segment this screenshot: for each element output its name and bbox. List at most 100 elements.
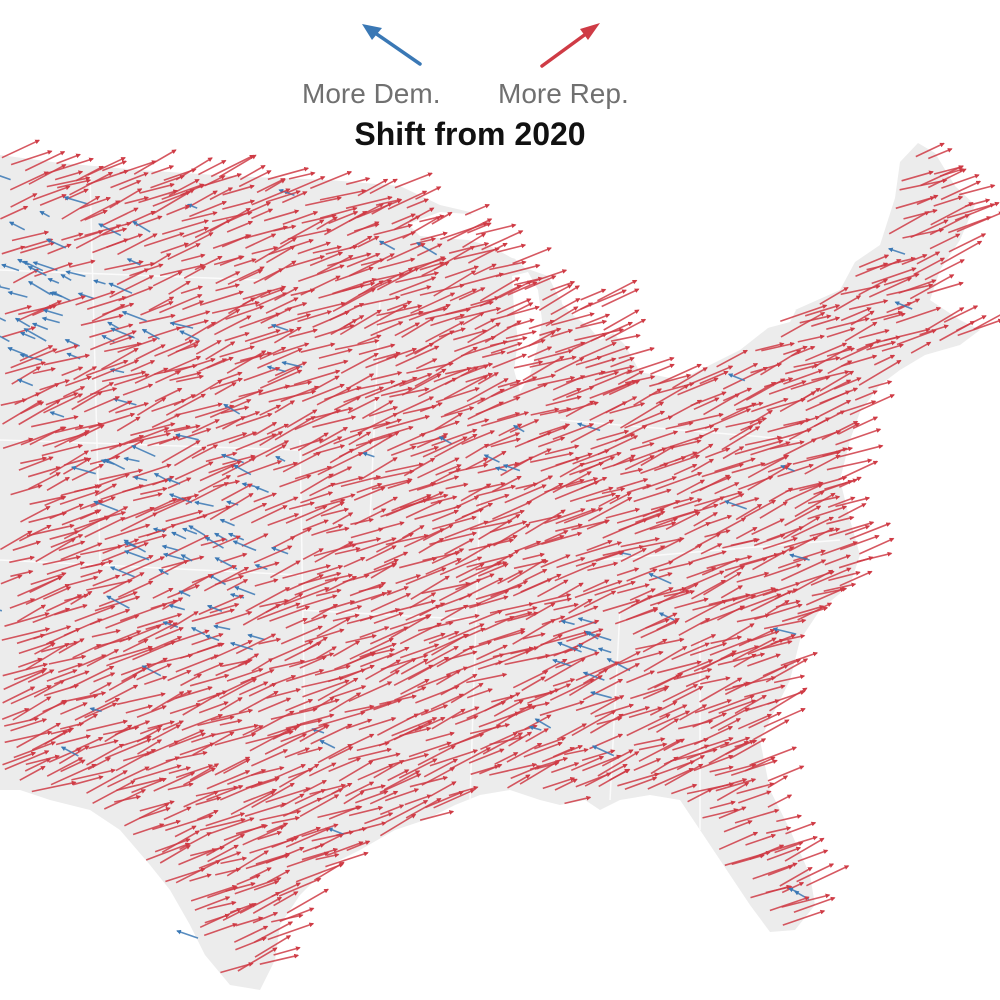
- county-arrow-rep: [115, 402, 150, 414]
- county-arrow-rep: [444, 265, 480, 279]
- county-arrow-rep: [305, 196, 342, 207]
- county-arrow-rep: [62, 386, 86, 398]
- county-arrow-rep: [182, 226, 210, 238]
- county-arrow-rep: [333, 396, 361, 411]
- county-arrow-rep: [716, 349, 748, 368]
- county-arrow-rep: [69, 259, 96, 268]
- county-arrow-rep: [545, 306, 579, 327]
- county-arrow-rep: [119, 180, 142, 191]
- county-arrow-rep: [617, 370, 645, 386]
- county-arrow-rep: [896, 329, 937, 346]
- county-arrow-rep: [594, 370, 620, 381]
- county-arrow-rep: [783, 369, 824, 385]
- county-arrow-rep: [784, 363, 820, 375]
- county-arrow-rep: [168, 280, 191, 295]
- county-arrow-rep: [380, 386, 413, 397]
- county-arrow-rep: [909, 274, 955, 300]
- county-arrow-rep: [806, 865, 850, 887]
- county-arrow-rep: [214, 315, 252, 336]
- county-arrow-rep: [554, 357, 585, 373]
- county-arrow-rep: [430, 313, 466, 327]
- county-arrow-rep: [150, 253, 172, 267]
- county-arrow-dem: [42, 308, 64, 317]
- county-arrow-rep: [425, 321, 465, 343]
- county-arrow-rep: [18, 300, 63, 321]
- county-arrow-rep: [194, 255, 223, 271]
- county-arrow-rep: [389, 387, 430, 398]
- county-arrow-rep: [152, 270, 183, 287]
- county-arrow-rep: [811, 370, 850, 382]
- county-arrow-rep: [435, 387, 480, 403]
- county-arrow-dem: [416, 242, 438, 256]
- county-arrow-rep: [46, 176, 91, 188]
- county-arrow-rep: [317, 359, 349, 370]
- county-arrow-rep: [527, 346, 553, 359]
- county-arrow-rep: [858, 278, 889, 296]
- county-arrow-rep: [929, 213, 970, 236]
- county-arrow-rep: [133, 149, 177, 175]
- county-arrow-rep: [265, 297, 299, 314]
- county-arrow-rep: [565, 370, 606, 383]
- county-arrow-rep: [219, 255, 244, 266]
- county-arrow-rep: [318, 348, 353, 359]
- county-arrow-rep: [211, 300, 260, 314]
- county-arrow-rep: [605, 318, 647, 342]
- county-arrow-rep: [467, 222, 492, 234]
- county-arrow-rep: [206, 356, 234, 369]
- county-arrow-rep: [841, 354, 878, 367]
- county-arrow-rep: [806, 379, 852, 403]
- county-arrow-rep: [768, 380, 807, 395]
- county-arrow-rep: [580, 313, 611, 327]
- county-arrow-rep: [113, 373, 150, 386]
- county-arrow-rep: [130, 360, 156, 372]
- county-arrow-rep: [826, 327, 856, 338]
- county-arrow-rep: [258, 384, 291, 396]
- county-arrow-rep: [435, 346, 478, 372]
- county-arrow-rep: [319, 206, 358, 219]
- county-arrow-rep: [282, 211, 319, 226]
- county-arrow-rep: [83, 396, 121, 413]
- county-arrow-rep: [915, 142, 945, 158]
- county-arrow-rep: [109, 335, 134, 346]
- county-arrow-rep: [204, 175, 226, 187]
- county-arrow-rep: [496, 298, 532, 315]
- county-arrow-rep: [45, 392, 79, 406]
- county-arrow-rep: [9, 171, 49, 191]
- county-arrow-rep: [883, 327, 931, 342]
- county-arrow-rep: [255, 292, 288, 307]
- county-arrow-rep: [973, 314, 1000, 331]
- county-arrow-rep: [495, 263, 541, 278]
- county-arrow-rep: [109, 275, 155, 299]
- county-arrow-rep: [525, 269, 568, 285]
- county-arrow-rep: [920, 165, 964, 187]
- county-arrow-rep: [414, 368, 447, 388]
- county-arrow-rep: [264, 260, 297, 281]
- county-arrow-dem: [77, 292, 95, 300]
- county-arrow-rep: [672, 367, 708, 389]
- county-arrow-rep: [181, 211, 218, 222]
- county-arrow-rep: [580, 341, 617, 359]
- county-arrow-rep: [939, 320, 976, 342]
- county-arrow-dem: [894, 301, 913, 310]
- county-arrow-rep: [57, 178, 92, 189]
- county-arrow-rep: [948, 233, 987, 253]
- county-arrow-rep: [251, 188, 291, 206]
- county-arrow-rep: [910, 219, 949, 239]
- county-arrow-dem: [22, 260, 44, 272]
- county-arrow-rep: [448, 242, 490, 254]
- county-arrow-rep: [507, 281, 538, 296]
- county-arrow-rep: [12, 268, 39, 284]
- county-arrow-dem: [110, 327, 135, 339]
- county-arrow-rep: [440, 406, 475, 418]
- county-arrow-rep: [956, 211, 1000, 233]
- county-arrow-rep: [209, 377, 244, 390]
- county-arrow-rep: [545, 395, 582, 407]
- county-arrow-rep: [151, 398, 187, 413]
- county-arrow-rep: [234, 353, 264, 365]
- county-arrow-rep: [309, 251, 344, 267]
- county-arrow-rep: [797, 334, 825, 343]
- county-arrow-rep: [618, 346, 655, 360]
- county-arrow-rep: [419, 402, 443, 413]
- county-arrow-rep: [75, 290, 116, 306]
- county-arrow-rep: [163, 355, 202, 374]
